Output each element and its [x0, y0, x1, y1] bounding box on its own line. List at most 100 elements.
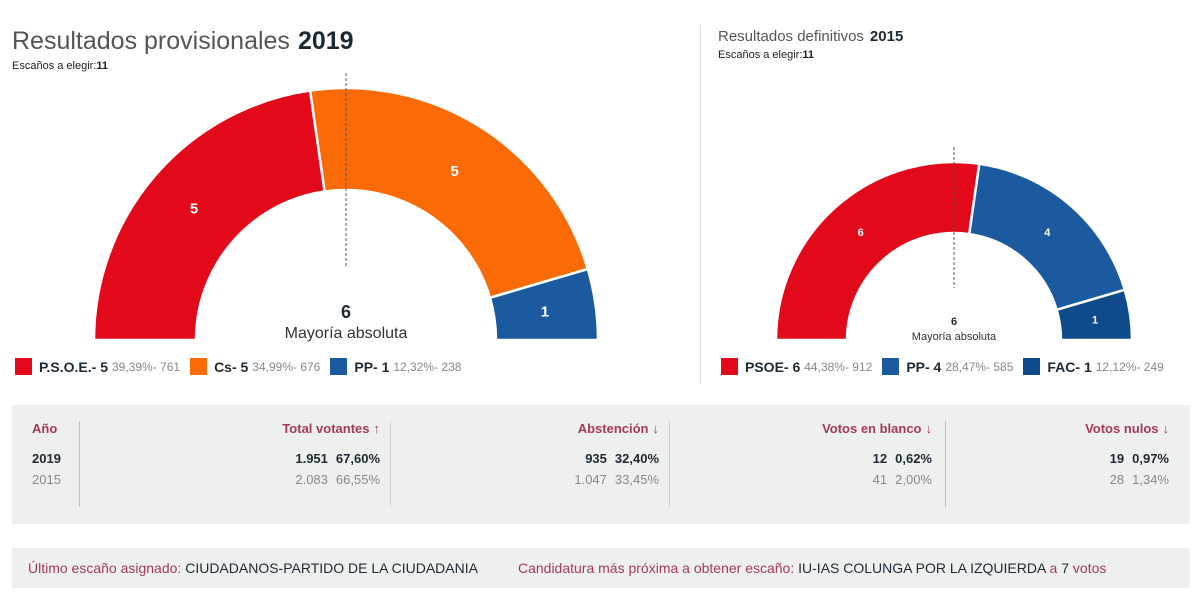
percent: 67,60%	[335, 451, 380, 466]
legend-swatch	[721, 358, 738, 375]
panel-title: Resultados definitivos 2015	[718, 28, 903, 45]
next-candidate-a: a	[1049, 560, 1058, 576]
seat-count-label: 1	[1092, 315, 1098, 327]
percent: 32,40%	[614, 451, 659, 466]
title-text: Resultados provisionales	[12, 27, 290, 55]
year-previous: 2015	[32, 472, 61, 487]
legend-item-cs: Cs- 5 34,99%- 676	[190, 358, 320, 375]
col-header-votos-nulos[interactable]: Votos nulos ↓	[957, 421, 1169, 436]
col-header-total-votantes[interactable]: Total votantes ↑	[92, 421, 380, 436]
arrow-down-icon: ↓	[925, 421, 933, 436]
seats-to-elect: Escaños a elegir:11	[12, 60, 108, 72]
last-seat-label: Último escaño asignado:	[28, 560, 182, 576]
seat-count-label: 4	[1044, 227, 1051, 239]
value: 28	[1109, 472, 1125, 487]
hemicycle-chart-2019: 5 5 1	[92, 73, 600, 342]
seat-slice-psoe[interactable]	[774, 160, 981, 342]
legend-name: PSOE- 6	[745, 358, 801, 375]
legend-name: Cs- 5	[214, 358, 249, 375]
legend-stats: 12,12%- 249	[1095, 359, 1164, 374]
percent: 33,45%	[614, 472, 659, 487]
seat-slice-psoe[interactable]	[92, 89, 327, 342]
legend-stats: 28,47%- 585	[945, 359, 1014, 374]
percent: 0,97%	[1132, 451, 1169, 466]
legend-stats: 12,32%- 238	[393, 359, 462, 374]
majority-number: 6	[950, 316, 958, 328]
seat-slice-cs[interactable]	[308, 86, 590, 300]
seat-count-label: 6	[858, 227, 864, 239]
header-text: Votos en blanco	[822, 421, 922, 436]
title-year: 2019	[297, 27, 354, 55]
legend-item-psoe: PSOE- 6 44,38%- 912	[721, 358, 872, 375]
legend-name: FAC- 1	[1047, 358, 1092, 375]
majority-label: Mayoría absoluta	[911, 331, 997, 343]
legend-swatch	[1023, 358, 1041, 375]
next-candidate-votes: 7	[1061, 560, 1070, 576]
legend-item-pp: PP- 1 12,32%- 238	[330, 358, 461, 375]
value: 2.083	[295, 472, 328, 487]
col-header-votos-blanco[interactable]: Votos en blanco ↓	[682, 421, 932, 436]
percent: 1,34%	[1132, 472, 1169, 487]
arrow-down-icon: ↓	[1162, 421, 1170, 436]
majority-number: 6	[340, 302, 351, 322]
value: 1.047	[574, 472, 607, 487]
title-year: 2015	[869, 28, 904, 45]
panel-title: Resultados provisionales 2019	[12, 27, 354, 56]
next-candidate-value: IU-IAS COLUNGA POR LA IZQUIERDA	[798, 560, 1046, 576]
legend-swatch	[882, 358, 900, 375]
legend-item-fac: FAC- 1 12,12%- 249	[1023, 358, 1164, 375]
percent: 0,62%	[895, 451, 932, 466]
seats-total: 11	[96, 60, 109, 72]
col-year: Año 2019 2015	[32, 421, 82, 507]
legend-2019: P.S.O.E.- 5 39,39%- 761 Cs- 5 34,99%- 67…	[15, 358, 471, 375]
header-text: Votos nulos	[1085, 421, 1159, 436]
column-divider	[79, 421, 80, 507]
legend-swatch	[15, 358, 32, 375]
majority-label: Mayoría absoluta	[284, 325, 408, 342]
legend-stats: 44,38%- 912	[804, 359, 873, 374]
legend-swatch	[330, 358, 348, 375]
legend-stats: 39,39%- 761	[112, 359, 181, 374]
seats-label: Escaños a elegir:	[12, 60, 97, 72]
next-candidate-label: Candidatura más próxima a obtener escaño…	[517, 560, 795, 576]
seats-total: 11	[802, 49, 815, 61]
col-header-year: Año	[32, 421, 58, 436]
seat-count-label: 5	[450, 163, 458, 180]
last-seat-value: CIUDADANOS-PARTIDO DE LA CIUDADANIA	[185, 560, 478, 576]
header-text: Total votantes	[282, 421, 370, 436]
column-divider	[390, 421, 391, 507]
value: 1.951	[295, 451, 328, 466]
col-header-abstencion[interactable]: Abstención ↓	[402, 421, 659, 436]
column-divider	[669, 421, 670, 507]
seat-count-label: 1	[541, 304, 549, 321]
seat-slice-pp[interactable]	[488, 267, 600, 342]
seats-label: Escaños a elegir:	[718, 49, 803, 61]
col-total-votantes: Total votantes ↑ 1.951 67,60% 2.083 66,55%	[92, 421, 380, 507]
seat-count-label: 5	[190, 201, 198, 218]
next-candidate: Candidatura más próxima a obtener escaño…	[518, 560, 1106, 576]
percent: 66,55%	[335, 472, 380, 487]
seat-info-footer: Último escaño asignado: CIUDADANOS-PARTI…	[12, 548, 1190, 588]
value: 41	[872, 472, 888, 487]
legend-2015: PSOE- 6 44,38%- 912 PP- 4 28,47%- 585 FA…	[721, 358, 1174, 375]
legend-swatch	[190, 358, 208, 375]
seat-slice-fac[interactable]	[1055, 288, 1134, 342]
col-votos-blanco: Votos en blanco ↓ 12 0,62% 41 2,00%	[682, 421, 932, 507]
hemicycle-chart-2015: 6 4 1	[774, 147, 1134, 342]
legend-name: P.S.O.E.- 5	[39, 358, 108, 375]
panel-2015: Resultados definitivos 2015 Escaños a ele…	[700, 25, 1200, 385]
legend-name: PP- 4	[906, 358, 942, 375]
legend-item-pp: PP- 4 28,47%- 585	[882, 358, 1013, 375]
next-candidate-votes-word: votos	[1072, 560, 1107, 576]
arrow-up-icon: ↑	[373, 421, 381, 436]
turnout-stats-table: Año 2019 2015 Total votantes ↑ 1.951 67,60…	[12, 405, 1190, 524]
header-text: Abstención	[577, 421, 649, 436]
col-abstencion: Abstención ↓ 935 32,40% 1.047 33,45%	[402, 421, 659, 507]
legend-name: PP- 1	[354, 358, 390, 375]
title-text: Resultados definitivos	[718, 28, 864, 45]
year-current: 2019	[32, 451, 61, 466]
panel-2019: Resultados provisionales 2019 Escaños a e…	[0, 0, 700, 395]
seats-to-elect: Escaños a elegir:11	[718, 49, 814, 61]
arrow-down-icon: ↓	[652, 421, 660, 436]
value: 19	[1109, 451, 1125, 466]
